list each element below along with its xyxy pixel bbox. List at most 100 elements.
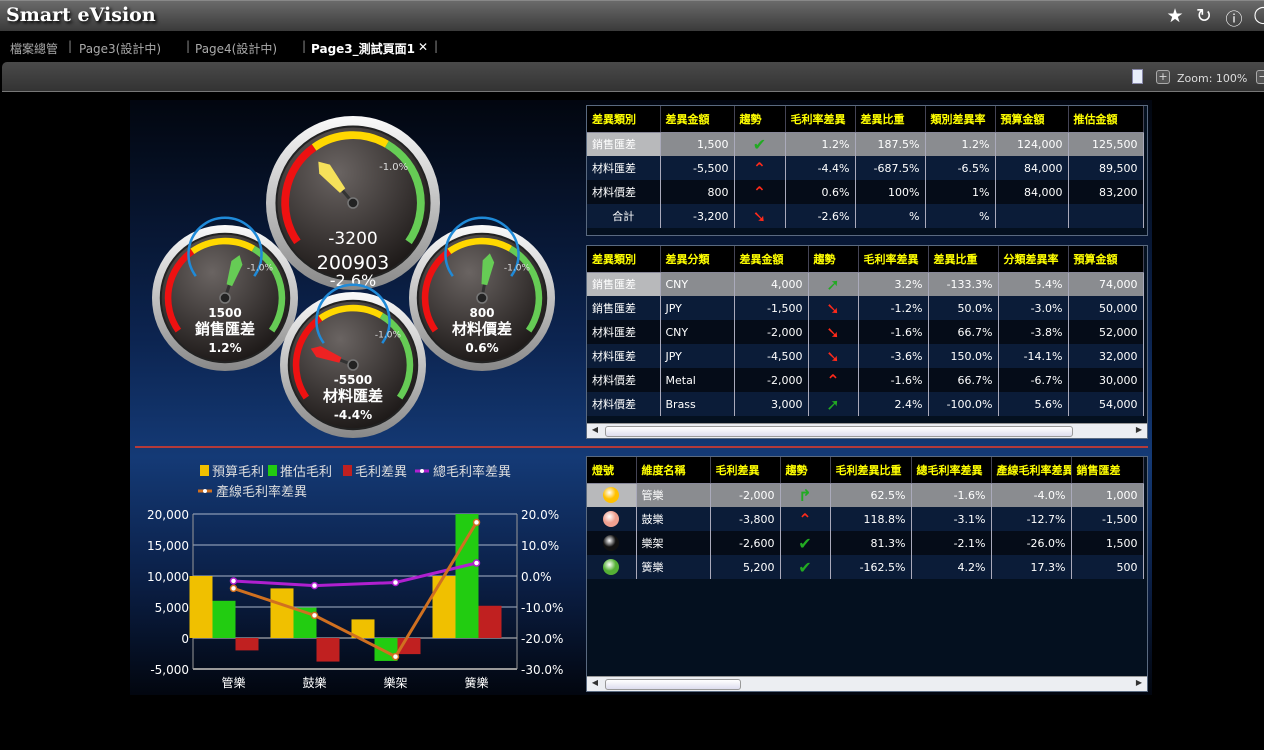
trend-peak-down-icon: ⌃ — [826, 370, 840, 390]
table-row[interactable]: 材料價差 Metal -2,000 ⌃ -1.6% 66.7% -6.7% 30,000 — [587, 368, 1144, 392]
gauge-percent: -4.4% — [334, 408, 372, 422]
column-header[interactable]: 類別差異率 — [925, 106, 996, 133]
tab-file-manager[interactable]: 檔案總管 — [10, 42, 59, 56]
table-cell: 5,200 — [710, 555, 781, 579]
table-cell: 89,500 — [1068, 156, 1144, 180]
page-icon[interactable] — [1132, 69, 1143, 84]
trend-turn-right-icon: ↱ — [798, 485, 812, 505]
table-row[interactable]: 銷售匯差 JPY -1,500 ➘ -1.2% 50.0% -3.0% 50,000 — [587, 296, 1144, 320]
table-cell: -6.7% — [998, 368, 1069, 392]
zoom-in-button[interactable]: + — [1156, 70, 1170, 84]
column-header[interactable]: 毛利率差異 — [785, 106, 856, 133]
table-row[interactable]: 材料匯差 CNY -2,000 ➘ -1.6% 66.7% -3.8% 52,000 — [587, 320, 1144, 344]
column-header[interactable]: 差異金額 — [660, 106, 735, 133]
table-row[interactable]: 銷售匯差 1,500 ✔ 1.2% 187.5% 1.2% 124,000 125,500 — [587, 132, 1144, 156]
column-header[interactable]: 推估金額 — [1068, 106, 1144, 133]
scroll-right-icon[interactable]: ▶ — [1135, 425, 1143, 434]
info-icon[interactable]: ◯ — [1253, 5, 1264, 25]
table-cell: -3,200 — [660, 204, 735, 228]
tab-page3-test[interactable]: Page3_測試頁面1 — [311, 42, 415, 56]
table-row[interactable]: 材料匯差 JPY -4,500 ➘ -3.6% 150.0% -14.1% 32,000 — [587, 344, 1144, 368]
table-cell: 17.3% — [991, 555, 1072, 579]
table-row[interactable]: 材料價差 800 ⌃ 0.6% 100% 1% 84,000 83,200 — [587, 180, 1144, 204]
gauge-percent: 1.2% — [208, 341, 241, 355]
table-cell: -162.5% — [830, 555, 912, 579]
column-header[interactable]: 趨勢 — [808, 246, 859, 273]
column-header[interactable]: 差異分類 — [660, 246, 735, 273]
gauge-green-zone — [251, 245, 286, 333]
column-header[interactable]: 差異比重 — [855, 106, 926, 133]
column-header[interactable]: 毛利差異 — [710, 457, 781, 484]
trend-cell: ⌃ — [808, 368, 859, 392]
close-tab-icon[interactable]: ✕ — [418, 40, 429, 54]
column-header[interactable]: 產線毛利率差異 — [991, 457, 1072, 484]
star-icon[interactable]: ★ — [1166, 5, 1184, 27]
column-header[interactable]: 差異金額 — [734, 246, 809, 273]
column-header[interactable]: 銷售匯差 — [1071, 457, 1144, 484]
legend-label: 總毛利率差異 — [433, 464, 511, 480]
table-row[interactable]: 合計 -3,200 ➘ -2.6%%% — [587, 204, 1144, 228]
column-header[interactable]: 趨勢 — [780, 457, 831, 484]
table-cell: 125,500 — [1068, 132, 1144, 156]
table-row[interactable]: 鼓樂 -3,800 ⌃ 118.8% -3.1% -12.7% -1,500 — [587, 507, 1144, 531]
table-row[interactable]: 管樂 -2,000 ↱ 62.5% -1.6% -4.0% 1,000 — [587, 483, 1144, 507]
scroll-left-icon[interactable]: ◀ — [591, 678, 599, 687]
table-cell: 材料匯差 — [587, 344, 661, 368]
y-left-tick-label: 15,000 — [147, 539, 189, 553]
table-row[interactable]: 簧樂 5,200 ✔ -162.5% 4.2% 17.3% 500 — [587, 555, 1144, 579]
scroll-left-icon[interactable]: ◀ — [591, 425, 599, 434]
y-left-tick-label: 5,000 — [155, 601, 189, 615]
table-row[interactable]: 材料價差 Brass 3,000 ➚ 2.4% -100.0% 5.6% 54,000 — [587, 392, 1144, 416]
table-cell: -2.6% — [785, 204, 856, 228]
table-cell: % — [855, 204, 926, 228]
scrollbar-thumb[interactable] — [605, 426, 1073, 437]
horizontal-scrollbar[interactable]: ◀ ▶ — [587, 423, 1147, 438]
trend-cell: ➘ — [808, 320, 859, 344]
scroll-right-icon[interactable]: ▶ — [1135, 678, 1143, 687]
table-cell: 材料價差 — [587, 180, 661, 204]
gauge-red-zone — [281, 144, 317, 245]
column-header[interactable]: 預算金額 — [1068, 246, 1144, 273]
table-cell: 0.6% — [785, 180, 856, 204]
column-header[interactable]: 差異類別 — [587, 106, 661, 133]
scrollbar-thumb[interactable] — [605, 679, 741, 690]
trend-cell: ➘ — [808, 296, 859, 320]
column-header[interactable]: 毛利率差異 — [858, 246, 929, 273]
column-header[interactable]: 預算金額 — [995, 106, 1069, 133]
table-cell: -4.4% — [785, 156, 856, 180]
table-row[interactable]: 樂架 -2,600 ✔ 81.3% -2.1% -26.0% 1,500 — [587, 531, 1144, 555]
refresh-icon[interactable]: ↻ — [1196, 5, 1212, 27]
column-header[interactable]: 差異類別 — [587, 246, 661, 273]
trend-cell: ✔ — [734, 132, 786, 156]
column-header[interactable]: 趨勢 — [734, 106, 786, 133]
table-row[interactable]: 銷售匯差 CNY 4,000 ➚ 3.2% -133.3% 5.4% 74,000 — [587, 272, 1144, 296]
tab-page3[interactable]: Page3(設計中) — [79, 42, 162, 56]
table-cell: 1,500 — [1071, 531, 1144, 555]
table-cell: 4.2% — [911, 555, 992, 579]
column-header[interactable]: 維度名稱 — [636, 457, 711, 484]
toolbar: + Zoom: 100% − — [2, 62, 1264, 92]
trend-cell: ✔ — [780, 531, 831, 555]
help-icon[interactable]: ⓘ — [1225, 10, 1243, 30]
table-cell: 簧樂 — [636, 555, 711, 579]
table-cell: 1,000 — [1071, 483, 1144, 507]
gauge-needle — [310, 346, 342, 363]
column-header[interactable]: 總毛利率差異 — [911, 457, 992, 484]
column-header[interactable]: 分類差異率 — [998, 246, 1069, 273]
table-row[interactable]: 材料匯差 -5,500 ⌃ -4.4% -687.5% -6.5% 84,000 89,500 — [587, 156, 1144, 180]
line-point-0-1 — [310, 581, 319, 590]
x-tick-label: 鼓樂 — [302, 675, 326, 690]
status-lamp-icon — [603, 511, 620, 527]
bar-2-0 — [235, 638, 259, 651]
column-header[interactable]: 燈號 — [587, 457, 637, 484]
table-cell: 187.5% — [855, 132, 926, 156]
column-header[interactable]: 差異比重 — [928, 246, 999, 273]
zoom-out-button[interactable]: − — [1256, 70, 1264, 84]
horizontal-scrollbar[interactable]: ◀ ▶ — [587, 676, 1147, 691]
table-cell: 樂架 — [636, 531, 711, 555]
tab-page4[interactable]: Page4(設計中) — [195, 42, 278, 56]
gauge-marker-label: -1.0% — [379, 162, 408, 173]
column-header[interactable]: 毛利差異比重 — [830, 457, 912, 484]
